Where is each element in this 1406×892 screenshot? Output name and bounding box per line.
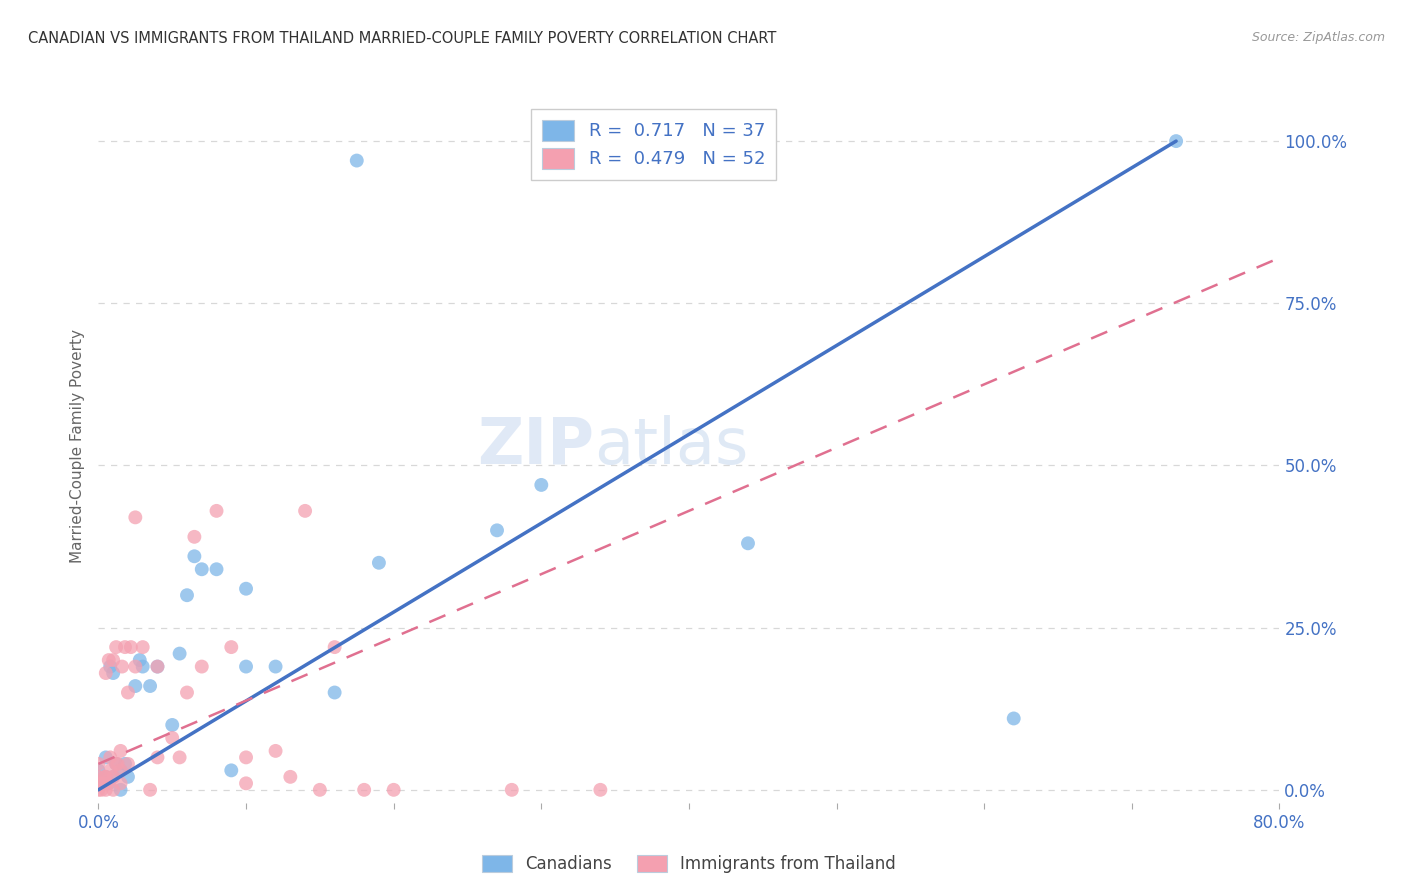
Point bbox=[87, 782, 110, 797]
Point bbox=[132, 640, 155, 654]
Point bbox=[91, 776, 114, 790]
Point bbox=[1164, 134, 1187, 148]
Point bbox=[87, 756, 110, 771]
Point bbox=[124, 679, 146, 693]
Point bbox=[105, 756, 128, 771]
Point bbox=[103, 770, 125, 784]
Point bbox=[114, 756, 136, 771]
Point bbox=[91, 776, 114, 790]
Point bbox=[120, 640, 142, 654]
Point bbox=[205, 562, 228, 576]
Point bbox=[94, 770, 117, 784]
Text: ZIP: ZIP bbox=[478, 415, 595, 477]
Point bbox=[110, 744, 132, 758]
Point bbox=[205, 504, 228, 518]
Point bbox=[309, 782, 332, 797]
Point bbox=[346, 153, 368, 168]
Point bbox=[146, 659, 169, 673]
Point bbox=[169, 647, 191, 661]
Point bbox=[110, 764, 132, 778]
Point bbox=[94, 782, 117, 797]
Point bbox=[368, 556, 391, 570]
Point bbox=[132, 659, 155, 673]
Point bbox=[176, 685, 198, 699]
Text: atlas: atlas bbox=[595, 415, 749, 477]
Point bbox=[124, 659, 146, 673]
Point bbox=[146, 659, 169, 673]
Point bbox=[105, 640, 128, 654]
Point bbox=[87, 770, 110, 784]
Point bbox=[110, 782, 132, 797]
Point bbox=[162, 718, 183, 732]
Point bbox=[87, 764, 110, 778]
Point bbox=[128, 653, 150, 667]
Point bbox=[235, 582, 257, 596]
Point bbox=[103, 782, 125, 797]
Point bbox=[323, 685, 346, 699]
Point bbox=[98, 659, 121, 673]
Point bbox=[235, 659, 257, 673]
Point bbox=[107, 756, 129, 771]
Point bbox=[219, 764, 242, 778]
Point bbox=[264, 659, 287, 673]
Point bbox=[382, 782, 405, 797]
Point bbox=[124, 510, 146, 524]
Point bbox=[87, 776, 110, 790]
Point bbox=[114, 640, 136, 654]
Point bbox=[589, 782, 612, 797]
Legend: Canadians, Immigrants from Thailand: Canadians, Immigrants from Thailand bbox=[475, 848, 903, 880]
Point bbox=[353, 782, 375, 797]
Point bbox=[278, 770, 302, 784]
Point bbox=[94, 770, 117, 784]
Point bbox=[103, 653, 125, 667]
Point bbox=[94, 750, 117, 764]
Point bbox=[264, 744, 287, 758]
Point bbox=[139, 782, 162, 797]
Y-axis label: Married-Couple Family Poverty: Married-Couple Family Poverty bbox=[70, 329, 86, 563]
Point bbox=[235, 776, 257, 790]
Text: CANADIAN VS IMMIGRANTS FROM THAILAND MARRIED-COUPLE FAMILY POVERTY CORRELATION C: CANADIAN VS IMMIGRANTS FROM THAILAND MAR… bbox=[28, 31, 776, 46]
Point bbox=[139, 679, 162, 693]
Point bbox=[169, 750, 191, 764]
Point bbox=[146, 750, 169, 764]
Point bbox=[530, 478, 553, 492]
Point bbox=[235, 750, 257, 764]
Point bbox=[87, 776, 110, 790]
Point bbox=[191, 659, 214, 673]
Point bbox=[103, 770, 125, 784]
Point bbox=[486, 524, 509, 538]
Point bbox=[111, 659, 134, 673]
Point bbox=[90, 782, 112, 797]
Point bbox=[97, 653, 120, 667]
Point bbox=[98, 764, 121, 778]
Point bbox=[323, 640, 346, 654]
Point bbox=[105, 756, 128, 771]
Point bbox=[98, 750, 121, 764]
Point bbox=[162, 731, 183, 745]
Point bbox=[117, 756, 139, 771]
Point bbox=[294, 504, 316, 518]
Point bbox=[183, 549, 205, 564]
Point bbox=[103, 666, 125, 681]
Point bbox=[219, 640, 242, 654]
Point bbox=[737, 536, 759, 550]
Point bbox=[110, 776, 132, 790]
Point bbox=[110, 764, 132, 778]
Text: Source: ZipAtlas.com: Source: ZipAtlas.com bbox=[1251, 31, 1385, 45]
Point bbox=[191, 562, 214, 576]
Point bbox=[183, 530, 205, 544]
Point bbox=[117, 685, 139, 699]
Point bbox=[176, 588, 198, 602]
Point bbox=[97, 776, 120, 790]
Point bbox=[117, 770, 139, 784]
Point bbox=[96, 776, 118, 790]
Point bbox=[501, 782, 523, 797]
Point bbox=[94, 666, 117, 681]
Point bbox=[93, 770, 115, 784]
Point bbox=[1002, 711, 1025, 725]
